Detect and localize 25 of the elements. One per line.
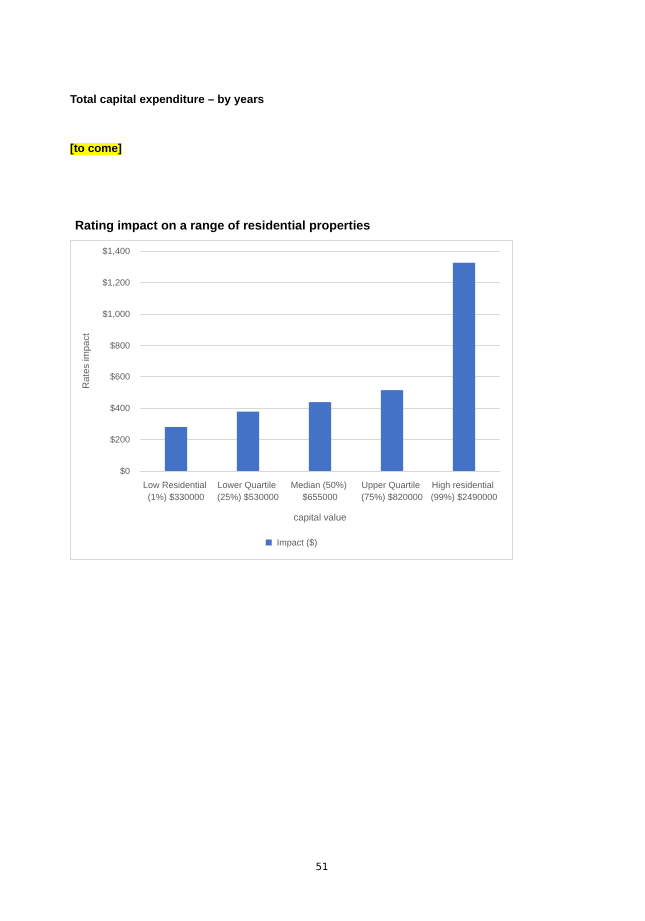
chart-title: Rating impact on a range of residential properties: [75, 218, 370, 232]
bar: [452, 262, 476, 471]
y-tick-label: $0: [120, 466, 130, 476]
text: [to come]: [70, 143, 122, 155]
y-tick-label: $800: [110, 340, 130, 350]
text: Total capital expenditure – by years: [70, 94, 264, 106]
x-tick-label: Lower Quartile (25%) $530000: [217, 480, 279, 502]
legend-label: Impact ($): [276, 538, 318, 548]
x-tick-label: Median (50%) $655000: [290, 480, 350, 502]
bar: [308, 402, 332, 471]
y-tick-label: $1,400: [102, 246, 130, 256]
x-tick-label: Upper Quartile (75%) $820000: [361, 480, 423, 502]
y-axis-title: Rates impact: [81, 332, 92, 389]
x-tick-label: Low Residential (1%) $330000: [142, 480, 210, 502]
y-tick-label: $1,000: [102, 308, 130, 319]
x-tick-label: High residential (99%) $2490000: [430, 480, 498, 502]
x-axis-title: capital value: [294, 512, 346, 524]
bar: [164, 427, 188, 471]
text: 51: [316, 862, 328, 873]
y-tick-label: $400: [110, 403, 130, 414]
bar: [236, 412, 260, 471]
y-tick-label: $1,200: [102, 277, 130, 288]
bar: [380, 390, 404, 471]
y-tick-label: $600: [110, 372, 130, 382]
y-tick-label: $200: [110, 434, 130, 445]
